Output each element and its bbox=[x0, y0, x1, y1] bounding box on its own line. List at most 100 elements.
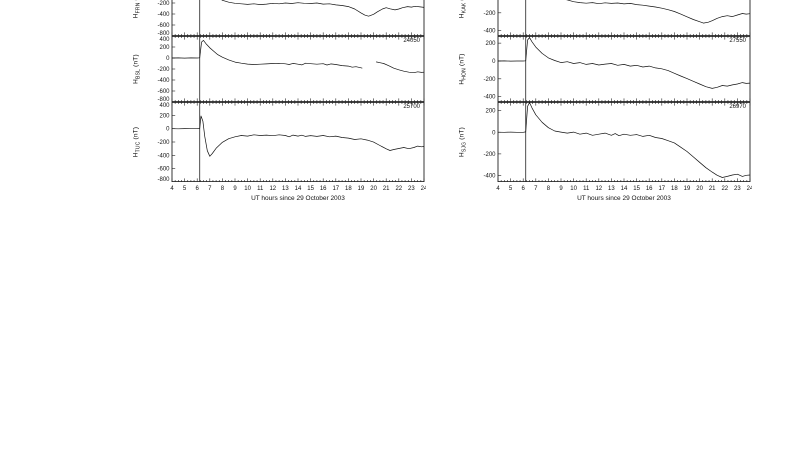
svg-text:14: 14 bbox=[621, 186, 628, 192]
y-axis-title-hon: HHON(nT) bbox=[456, 36, 470, 102]
svg-text:4: 4 bbox=[170, 186, 174, 192]
svg-text:22: 22 bbox=[395, 186, 402, 192]
unit-label: (nT) bbox=[458, 0, 465, 1]
svg-text:9: 9 bbox=[559, 186, 563, 192]
station-code-tuc: TUC bbox=[135, 141, 142, 153]
svg-text:-200: -200 bbox=[157, 140, 170, 146]
y-axis-title-frn: HFRN(nT) bbox=[130, 0, 144, 36]
station-code-sjg: SJG bbox=[461, 141, 468, 153]
line-plot-tuc: 400 200 0 -200 -400 -600 -800 bbox=[157, 102, 425, 182]
panel-tuc: HTUC(nT) 400 200 0 -200 -400 -600 -800 25700 bbox=[130, 102, 426, 182]
svg-text:0: 0 bbox=[166, 127, 170, 133]
svg-text:24: 24 bbox=[421, 186, 426, 192]
svg-text:0: 0 bbox=[166, 56, 170, 62]
svg-text:-400: -400 bbox=[483, 95, 496, 101]
h-symbol: H bbox=[458, 79, 466, 85]
svg-text:15: 15 bbox=[307, 186, 314, 192]
h-symbol: H bbox=[458, 13, 466, 19]
baseline-value-sjg: 26970 bbox=[729, 103, 746, 110]
svg-text:17: 17 bbox=[658, 186, 665, 192]
svg-text:-400: -400 bbox=[157, 78, 170, 84]
station-code-kak: KAK bbox=[461, 2, 468, 14]
x-axis-label-right: UT hours since 29 October 2003 bbox=[577, 195, 671, 202]
unit-label: (nT) bbox=[458, 53, 466, 67]
svg-text:-200: -200 bbox=[483, 11, 496, 17]
baseline-value-tuc: 25700 bbox=[403, 103, 420, 110]
y-axis-title-kak: HKAK(nT) bbox=[456, 0, 470, 36]
baseline-value-bsl: 24050 bbox=[403, 37, 420, 44]
svg-text:-200: -200 bbox=[483, 77, 496, 83]
svg-text:-600: -600 bbox=[157, 167, 170, 173]
svg-text:0: 0 bbox=[492, 130, 496, 136]
svg-text:200: 200 bbox=[159, 45, 170, 51]
svg-text:13: 13 bbox=[608, 186, 615, 192]
svg-text:18: 18 bbox=[671, 186, 678, 192]
svg-text:20: 20 bbox=[696, 186, 703, 192]
y-axis-title-bsl: HBSL(nT) bbox=[130, 36, 144, 102]
svg-text:7: 7 bbox=[534, 186, 538, 192]
svg-text:10: 10 bbox=[244, 186, 251, 192]
svg-text:13: 13 bbox=[282, 186, 289, 192]
svg-text:6: 6 bbox=[522, 186, 526, 192]
svg-text:4: 4 bbox=[496, 186, 500, 192]
svg-text:17: 17 bbox=[332, 186, 339, 192]
svg-text:9: 9 bbox=[233, 186, 237, 192]
svg-text:14: 14 bbox=[295, 186, 302, 192]
svg-text:5: 5 bbox=[509, 186, 513, 192]
unit-label: (nT) bbox=[458, 127, 466, 140]
x-axis-ticks-right: 4 5 6 7 8 9 10 11 12 13 14 15 16 17 18 19 20 21 22 23 24 bbox=[496, 186, 752, 192]
svg-text:21: 21 bbox=[709, 186, 716, 192]
svg-text:16: 16 bbox=[646, 186, 653, 192]
station-code-frn: FRN bbox=[135, 2, 142, 14]
panel-sjg: HSJG(nT) 200 0 -200 -400 26970 bbox=[456, 102, 752, 182]
svg-text:5: 5 bbox=[183, 186, 187, 192]
line-plot-sjg: 200 0 -200 -400 bbox=[483, 102, 751, 182]
svg-text:-800: -800 bbox=[157, 97, 170, 102]
svg-text:12: 12 bbox=[595, 186, 602, 192]
svg-text:-200: -200 bbox=[157, 1, 170, 7]
h-symbol: H bbox=[132, 13, 140, 19]
x-axis-label-left: UT hours since 29 October 2003 bbox=[251, 195, 345, 202]
svg-text:-400: -400 bbox=[483, 174, 496, 180]
unit-label: (nT) bbox=[132, 54, 140, 67]
line-plot-bsl: 400 200 0 -200 -400 -600 -800 bbox=[157, 36, 425, 102]
svg-text:11: 11 bbox=[583, 186, 590, 192]
svg-text:19: 19 bbox=[684, 186, 691, 192]
h-symbol: H bbox=[458, 152, 466, 157]
panel-hon: HHON(nT) 200 0 -200 -400 27550 bbox=[456, 36, 752, 102]
svg-text:200: 200 bbox=[485, 109, 496, 115]
svg-text:19: 19 bbox=[358, 186, 365, 192]
svg-text:21: 21 bbox=[383, 186, 390, 192]
svg-text:12: 12 bbox=[269, 186, 276, 192]
svg-text:0: 0 bbox=[492, 59, 496, 65]
baseline-value-hon: 27550 bbox=[729, 37, 746, 44]
svg-text:23: 23 bbox=[734, 186, 741, 192]
svg-text:20: 20 bbox=[370, 186, 377, 192]
svg-text:8: 8 bbox=[221, 186, 225, 192]
svg-text:-800: -800 bbox=[157, 177, 170, 182]
y-axis-title-tuc: HTUC(nT) bbox=[130, 102, 144, 182]
svg-text:16: 16 bbox=[320, 186, 327, 192]
svg-text:-200: -200 bbox=[483, 152, 496, 158]
h-symbol: H bbox=[132, 78, 140, 84]
unit-label: (nT) bbox=[132, 126, 140, 140]
svg-text:22: 22 bbox=[721, 186, 728, 192]
svg-text:200: 200 bbox=[159, 113, 170, 119]
svg-text:8: 8 bbox=[547, 186, 551, 192]
svg-text:18: 18 bbox=[345, 186, 352, 192]
svg-text:200: 200 bbox=[485, 41, 496, 47]
x-axis-ticks-left: 4 5 6 7 8 9 10 11 12 13 14 15 16 17 18 19 20 21 22 23 24 bbox=[170, 186, 426, 192]
svg-text:6: 6 bbox=[196, 186, 200, 192]
svg-text:23: 23 bbox=[408, 186, 415, 192]
svg-text:-400: -400 bbox=[483, 29, 496, 35]
y-axis-title-sjg: HSJG(nT) bbox=[456, 102, 470, 182]
panel-bsl: HBSL(nT) 400 200 0 -200 -400 -600 -800 24050 bbox=[130, 36, 426, 102]
svg-text:7: 7 bbox=[208, 186, 212, 192]
svg-text:-800: -800 bbox=[157, 31, 170, 36]
